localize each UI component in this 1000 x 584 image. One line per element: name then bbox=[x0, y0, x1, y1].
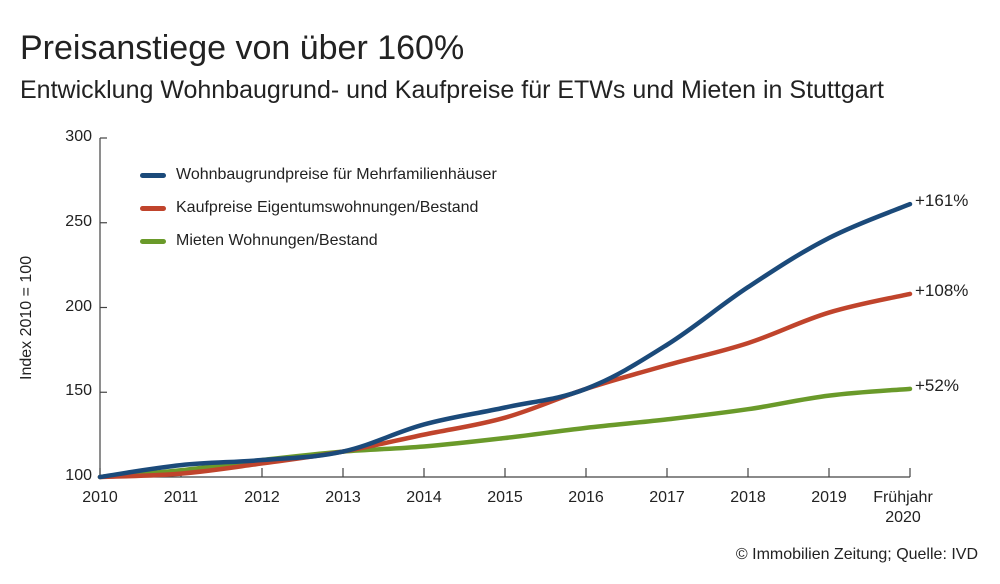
source-credit: © Immobilien Zeitung; Quelle: IVD bbox=[735, 546, 978, 563]
end-value-label: +161% bbox=[915, 191, 969, 211]
end-value-label: +52% bbox=[915, 375, 959, 395]
x-tick-label: 2010 bbox=[82, 489, 118, 506]
end-value-label: +108% bbox=[915, 280, 969, 300]
x-tick-label: 2015 bbox=[487, 489, 523, 506]
legend-swatch bbox=[140, 205, 166, 211]
series-lines bbox=[97, 201, 913, 480]
x-tick-label: 2013 bbox=[325, 489, 361, 506]
x-tick-label: 2017 bbox=[649, 489, 685, 506]
y-tick-label: 100 bbox=[65, 467, 92, 484]
legend-label: Wohnbaugrundpreise für Mehrfamilienhäuse… bbox=[176, 166, 497, 183]
chart-subtitle: Entwicklung Wohnbaugrund- und Kaufpreise… bbox=[20, 76, 884, 104]
y-tick-label: 250 bbox=[65, 212, 92, 230]
legend-item: Wohnbaugrundpreise für Mehrfamilienhäuse… bbox=[140, 163, 497, 187]
x-tick-label: Frühjahr 2020 bbox=[873, 489, 933, 526]
legend-item: Kaufpreise Eigentumswohnungen/Bestand bbox=[140, 196, 478, 220]
x-tick-label: 2019 bbox=[811, 489, 847, 506]
legend-swatch bbox=[140, 172, 166, 178]
y-tick-label: 200 bbox=[65, 297, 92, 315]
x-tick-label: 2018 bbox=[730, 489, 766, 506]
axes bbox=[99, 137, 911, 478]
y-tick-label: 150 bbox=[65, 382, 92, 400]
x-tick-label: 2011 bbox=[163, 489, 199, 506]
y-tick-label: 300 bbox=[65, 128, 92, 145]
chart-title: Preisanstiege von über 160% bbox=[20, 29, 465, 67]
x-tick-label: 2012 bbox=[244, 489, 280, 506]
series-line-kaufpreise bbox=[97, 291, 913, 480]
x-tick-label: 2016 bbox=[568, 489, 604, 506]
legend-label: Kaufpreise Eigentumswohnungen/Bestand bbox=[176, 199, 479, 216]
legend-swatch bbox=[140, 238, 166, 244]
legend-label: Mieten Wohnungen/Bestand bbox=[176, 232, 378, 249]
y-axis-label: Index 2010 = 100 bbox=[18, 255, 35, 380]
x-tick-label: 2014 bbox=[406, 489, 442, 506]
legend-item: Mieten Wohnungen/Bestand bbox=[140, 229, 378, 253]
